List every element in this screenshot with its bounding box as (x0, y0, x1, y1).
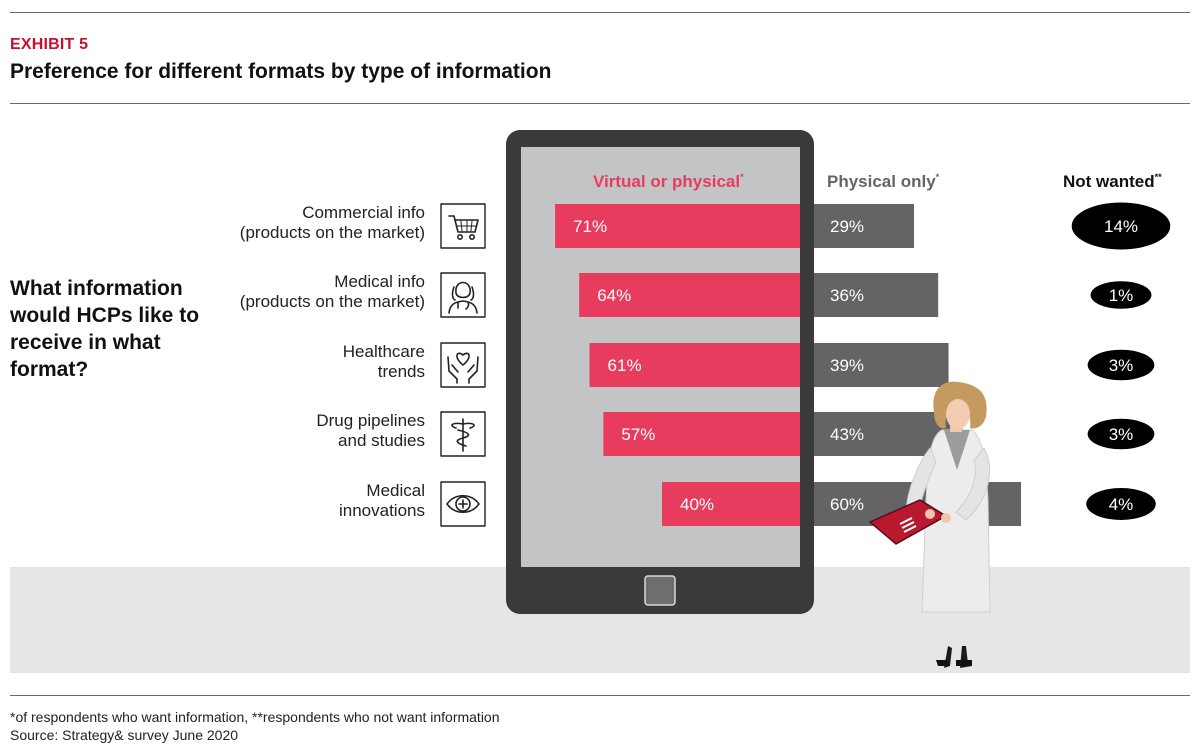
bar-physical-only (814, 343, 949, 387)
caduceus-icon-frame (440, 411, 486, 457)
bar-label-physical: 36% (830, 286, 864, 305)
eye-cross (458, 499, 468, 509)
eye-iris (455, 496, 471, 512)
bar-virtual-or-physical (589, 343, 800, 387)
eye-icon (440, 481, 486, 527)
bar-label-physical: 39% (830, 356, 864, 375)
bubble-not-wanted (1087, 349, 1155, 381)
header-virtual-or-physical: Virtual or physical* (593, 172, 744, 191)
heart-in-hands-icon (440, 342, 486, 388)
bar-physical-only (814, 204, 915, 248)
bar-virtual-or-physical (555, 204, 800, 248)
doctor-icon-frame (440, 272, 486, 318)
bar-label-virtual: 71% (573, 217, 607, 236)
chart-row: Commercial info (products on the market) 7… (240, 202, 1171, 250)
bar-label-virtual: 61% (608, 356, 642, 375)
cart-wheel (456, 234, 463, 241)
bubble-label-not-wanted: 4% (1109, 495, 1134, 514)
bubble-not-wanted (1071, 202, 1171, 250)
question-text: What information would HCPs like to rece… (10, 277, 200, 381)
chart-row: Medical innovations 40% 60% 4% (339, 481, 1156, 527)
doctor-hair (933, 381, 987, 429)
category-label: Medical info (products on the market) (240, 272, 425, 311)
bubble-label-not-wanted: 3% (1109, 425, 1134, 444)
bubble-not-wanted (1090, 281, 1152, 309)
eye-icon-frame (440, 481, 486, 527)
heart-shape (456, 352, 470, 366)
bubble-label-not-wanted: 14% (1104, 217, 1138, 236)
chart-row: Healthcare trends 61% 39% 3% (343, 342, 1155, 388)
caduceus-icon (440, 411, 486, 457)
exhibit-label: EXHIBIT 5 (10, 36, 89, 53)
doctor-shirt (944, 430, 970, 470)
doctor-body (448, 300, 478, 314)
bar-label-physical: 60% (830, 495, 864, 514)
bar-virtual-or-physical (603, 412, 800, 456)
doctor-head (455, 281, 471, 299)
left-hand (447, 356, 459, 384)
page-title: Preference for different formats by type… (10, 60, 552, 83)
top-rule (10, 12, 1190, 13)
bar-label-physical: 29% (830, 217, 864, 236)
shopping-cart-icon-frame (440, 203, 486, 249)
chart-row: Medical info (products on the market) 64% 3… (240, 272, 1152, 318)
footnote: *of respondents who want information, **… (10, 709, 500, 725)
snake (456, 429, 470, 447)
right-hand (467, 356, 479, 384)
doctor-illustration (868, 381, 991, 668)
title-rule (10, 103, 1190, 104)
source-note: Source: Strategy& survey June 2020 (10, 727, 239, 743)
doctor-hand (941, 513, 951, 523)
cart-wheel (468, 234, 475, 241)
tablet-home-button (644, 575, 676, 606)
header-not-wanted: Not wanted** (1063, 172, 1162, 191)
bar-label-virtual: 64% (597, 286, 631, 305)
bar-label-physical: 43% (830, 425, 864, 444)
doctor-shoes (936, 660, 972, 666)
doctor-hand (925, 509, 935, 519)
bar-virtual-or-physical (662, 482, 800, 526)
doctor-arm (955, 447, 990, 521)
eye-outline (446, 494, 480, 514)
wings (451, 422, 475, 429)
footer-rule (10, 695, 1190, 696)
chart: Virtual or physical* Physical only* Not wa… (10, 130, 1190, 673)
header-physical-only: Physical only* (827, 172, 940, 191)
cart-body (448, 215, 479, 233)
category-label: Drug pipelines and studies (316, 411, 425, 450)
bubble-label-not-wanted: 1% (1109, 286, 1134, 305)
bar-label-virtual: 57% (621, 425, 655, 444)
doctor-icon (440, 272, 486, 318)
category-label: Medical innovations (339, 481, 425, 520)
chart-row: Drug pipelines and studies 57% 43% 3% (316, 411, 1155, 457)
bar-virtual-or-physical (579, 273, 800, 317)
doctor-face (946, 399, 970, 429)
doctor-stethoscope (457, 301, 470, 310)
bubble-label-not-wanted: 3% (1109, 356, 1134, 375)
bubble-not-wanted (1087, 418, 1155, 450)
bar-physical-only (814, 273, 939, 317)
shopping-cart-icon (440, 203, 486, 249)
cart-grid (455, 220, 477, 232)
heart-in-hands-icon-frame (440, 342, 486, 388)
bubble-not-wanted (1086, 488, 1156, 520)
doctor-coat (921, 429, 991, 613)
category-label: Healthcare trends (343, 342, 425, 381)
category-label: Commercial info (products on the market) (240, 203, 425, 242)
tablet-lines (899, 517, 917, 533)
bar-label-virtual: 40% (680, 495, 714, 514)
doctor-hair (451, 286, 475, 301)
